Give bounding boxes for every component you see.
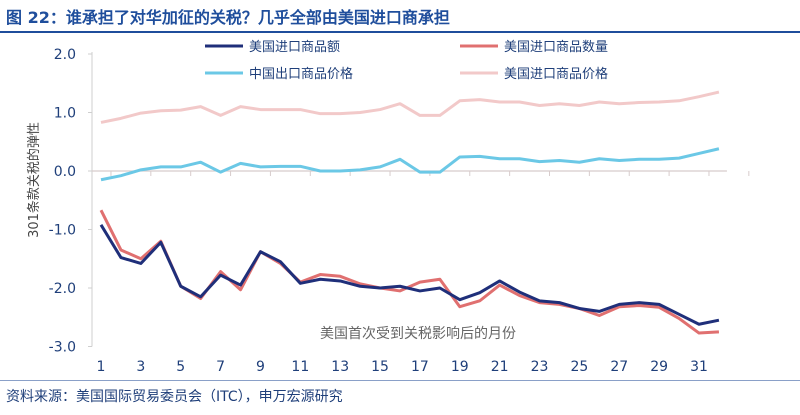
source-note: 资料来源：美国国际贸易委员会（ITC），申万宏源研究 (6, 389, 343, 405)
y-tick-label: 0.0 (54, 164, 76, 180)
x-tick-label: 1 (97, 359, 106, 375)
x-tick-label: 25 (570, 359, 588, 375)
x-tick-label: 3 (136, 359, 145, 375)
y-tick-label: -1.0 (49, 223, 76, 239)
x-tick-label: 5 (176, 359, 185, 375)
y-tick-label: -3.0 (49, 340, 76, 356)
x-tick-label: 17 (411, 359, 429, 375)
series-line-1 (99, 224, 720, 326)
series-line-4 (100, 90, 720, 124)
x-tick-label: 13 (331, 359, 349, 375)
series-line-3 (100, 147, 720, 182)
x-tick-label: 15 (371, 359, 389, 375)
source-divider (0, 380, 800, 381)
series-line-2 (99, 209, 720, 335)
x-tick-label: 19 (451, 359, 469, 375)
x-tick-label: 31 (690, 359, 708, 375)
y-tick-label: 2.0 (54, 47, 76, 63)
legend-label: 美国进口商品额 (249, 40, 340, 55)
x-tick-label: 7 (216, 359, 225, 375)
x-tick-label: 29 (650, 359, 668, 375)
legend-label: 中国出口商品价格 (249, 66, 353, 82)
x-tick-label: 21 (491, 359, 509, 375)
y-tick-label: 1.0 (54, 106, 76, 122)
legend-label: 美国进口商品价格 (504, 66, 608, 82)
legend-label: 美国进口商品数量 (504, 40, 608, 55)
line-chart: 2.01.00.0-1.0-2.0-3.01 3 5 7 9 11 13 15 17 19 21 23… (26, 40, 750, 375)
x-tick-label: 11 (291, 359, 309, 375)
title-divider (0, 31, 800, 33)
y-tick-label: -2.0 (49, 281, 76, 297)
y-axis-label: 301条款关税的弹性 (26, 122, 42, 238)
figure-title: 图 22：谁承担了对华加征的关税？几乎全部由美国进口商承担 (6, 8, 450, 27)
x-axis-label: 美国首次受到关税影响后的月份 (320, 326, 516, 342)
x-tick-label: 9 (256, 359, 265, 375)
x-tick-label: 23 (531, 359, 549, 375)
x-tick-label: 27 (610, 359, 628, 375)
